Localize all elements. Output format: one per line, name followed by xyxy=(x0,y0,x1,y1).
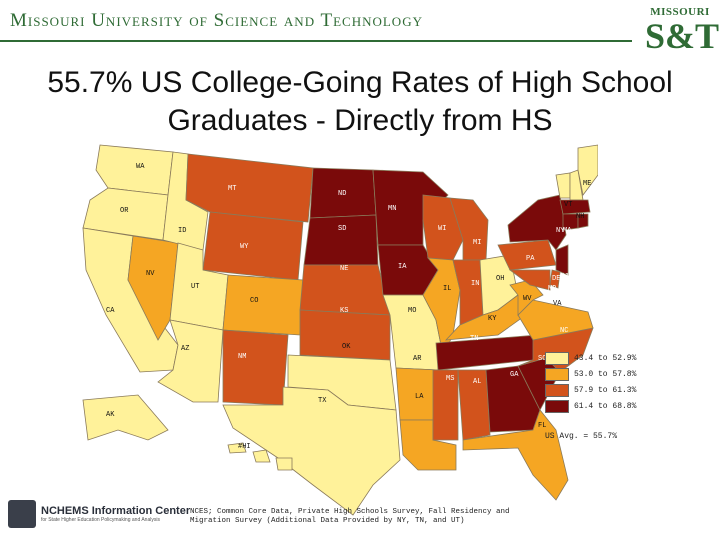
state-label-or: OR xyxy=(120,207,129,215)
state-fl xyxy=(462,409,569,501)
nchems-subtitle: for State Higher Education Policymaking … xyxy=(41,517,160,523)
state-label-ms: MS xyxy=(446,375,454,383)
state-label-nh: NH xyxy=(576,213,584,221)
legend-label: 61.4 to 68.8% xyxy=(574,401,637,411)
state-al xyxy=(457,369,491,441)
state-nj xyxy=(555,244,569,276)
state-label-id: ID xyxy=(178,227,186,235)
state-de xyxy=(549,269,561,289)
state-label-ny: NY xyxy=(556,227,565,235)
state-label-nv: NV xyxy=(146,270,155,278)
logo-main-text: S&T xyxy=(645,16,720,56)
state-label-al: AL xyxy=(473,378,481,386)
state-tx xyxy=(222,386,401,516)
state-label-nc: NC xyxy=(560,327,568,335)
state-wy xyxy=(202,211,304,281)
state-label-wy: WY xyxy=(240,243,249,251)
state-label-mn: MN xyxy=(388,205,396,213)
state-label-me: ME xyxy=(583,180,591,188)
state-label-mi: MI xyxy=(473,239,481,247)
state-label-de: DE xyxy=(552,275,560,283)
state-co xyxy=(222,274,304,336)
legend-swatch xyxy=(545,351,569,365)
state-ks xyxy=(299,309,391,361)
legend-swatch xyxy=(545,367,569,381)
map-legend: 43.4 to 52.9% 53.0 to 57.8% 57.9 to 61.3… xyxy=(545,350,636,414)
state-label-wi: WI xyxy=(438,225,446,233)
state-label-fl: FL xyxy=(538,422,546,430)
state-label-ks: KS xyxy=(340,307,348,315)
university-logo: MISSOURI S&T xyxy=(645,6,720,56)
state-label-wa: WA xyxy=(136,163,145,171)
state-ri xyxy=(577,213,589,229)
state-label-ut: UT xyxy=(191,283,199,291)
state-label-pa: PA xyxy=(526,255,535,263)
state-label-co: CO xyxy=(250,297,258,305)
header-rule xyxy=(0,40,632,42)
state-label-nd: ND xyxy=(338,190,346,198)
state-label-nj: NJ xyxy=(560,273,568,281)
source-note: NCES; Common Core Data, Private High Sch… xyxy=(190,508,510,525)
institution-name: Missouri University of Science and Techn… xyxy=(10,10,423,31)
slide-title: 55.7% US College-Going Rates of High Sch… xyxy=(47,66,673,137)
state-label-ma: MA xyxy=(563,227,572,235)
state-label-ga: GA xyxy=(510,371,519,379)
state-label-ct: CT xyxy=(568,235,576,243)
state-ma xyxy=(559,199,591,215)
state-label-tn: TN xyxy=(470,335,478,343)
state-nm xyxy=(222,329,289,406)
legend-item: 53.0 to 57.8% xyxy=(545,366,636,382)
state-label-ca: CA xyxy=(106,307,115,315)
legend-label: 43.4 to 52.9% xyxy=(574,353,637,363)
state-md xyxy=(508,269,551,291)
state-label-oh: OH xyxy=(496,275,504,283)
state-label-ar: AR xyxy=(413,355,422,363)
state-label-ok: OK xyxy=(342,343,351,351)
state-label-tx: TX xyxy=(318,397,327,405)
state-vt xyxy=(555,172,571,199)
state-label-wv: WV xyxy=(523,295,532,303)
state-az xyxy=(157,319,224,403)
state-label-ri: RI xyxy=(583,233,591,241)
legend-item: 43.4 to 52.9% xyxy=(545,350,636,366)
state-label-md: MD xyxy=(548,285,556,293)
us-choropleth-map: WA OR CA NV ID MT WY UT AZ CO NM ND SD NE KS OK TX MN IA MO… xyxy=(82,144,598,516)
state-label-ia: IA xyxy=(398,263,407,271)
state-label-sd: SD xyxy=(338,225,346,233)
state-label-vt: VT xyxy=(564,201,572,209)
state-label-ne: NE xyxy=(340,265,348,273)
legend-item: 57.9 to 61.3% xyxy=(545,382,636,398)
state-sd xyxy=(303,214,379,266)
legend-label: 53.0 to 57.8% xyxy=(574,369,637,379)
logo-top-text: MISSOURI xyxy=(650,6,710,18)
state-label-az: AZ xyxy=(181,345,189,353)
state-label-la: LA xyxy=(415,393,424,401)
legend-label: 57.9 to 61.3% xyxy=(574,385,637,395)
state-ms xyxy=(432,369,459,441)
state-ny xyxy=(507,194,567,251)
us-average-note: US Avg. = 55.7% xyxy=(545,432,618,441)
nchems-mark-icon xyxy=(8,500,36,528)
state-hi xyxy=(227,442,293,471)
legend-swatch xyxy=(545,399,569,413)
state-nc xyxy=(517,327,594,373)
state-label-hi: #HI xyxy=(238,443,251,451)
state-label-mo: MO xyxy=(408,307,416,315)
nchems-name: NCHEMS Information Center xyxy=(41,505,191,517)
state-label-va: VA xyxy=(553,300,562,308)
state-ak xyxy=(82,394,169,441)
state-label-ky: KY xyxy=(488,315,497,323)
state-label-ak: AK xyxy=(106,411,115,419)
legend-swatch xyxy=(545,383,569,397)
state-label-il: IL xyxy=(443,285,451,293)
state-me xyxy=(577,144,598,196)
nchems-logo: NCHEMS Information Center for State High… xyxy=(8,500,190,528)
state-label-sc: SC xyxy=(538,355,546,363)
legend-item: 61.4 to 68.8% xyxy=(545,398,636,414)
state-label-mt: MT xyxy=(228,185,236,193)
state-wa xyxy=(95,144,174,196)
state-label-nm: NM xyxy=(238,353,246,361)
state-label-in: IN xyxy=(471,280,479,288)
